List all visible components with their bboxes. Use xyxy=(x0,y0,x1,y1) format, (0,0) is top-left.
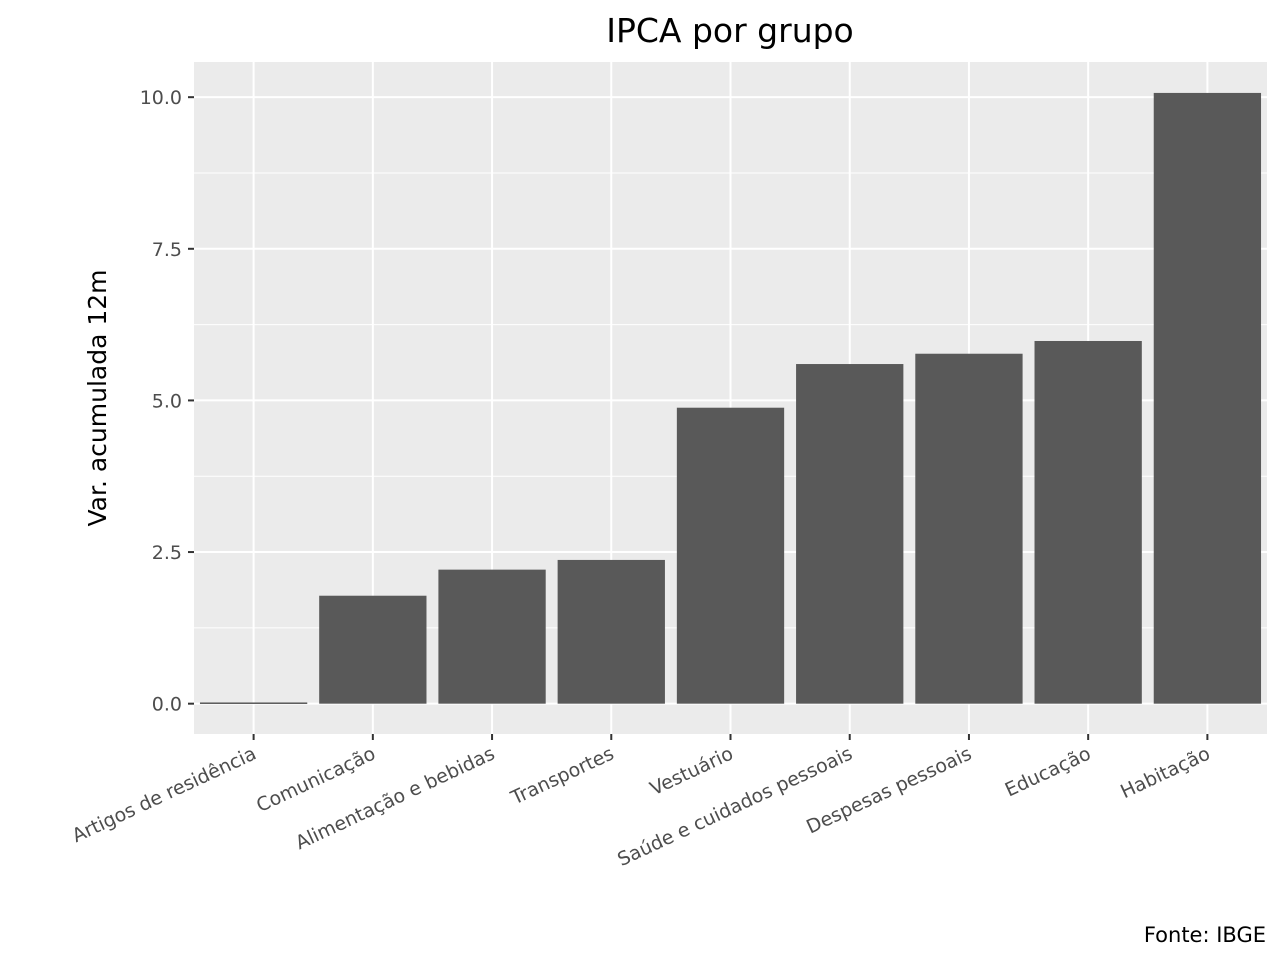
bar-4 xyxy=(676,407,785,704)
bar-8 xyxy=(1153,92,1262,704)
x-tick-label: Artigos de residência xyxy=(69,743,260,848)
y-tick-label: 10.0 xyxy=(140,87,182,109)
x-tick-label: Alimentação e bebidas xyxy=(292,743,498,855)
y-tick-label: 5.0 xyxy=(152,390,182,412)
y-tick-label: 0.0 xyxy=(152,694,182,716)
chart-title: IPCA por grupo xyxy=(606,11,854,50)
bar-0 xyxy=(199,702,308,704)
y-tick-label: 7.5 xyxy=(152,239,182,261)
x-tick-label: Educação xyxy=(1002,743,1095,802)
bar-6 xyxy=(915,353,1023,704)
x-tick-label: Transportes xyxy=(507,743,618,810)
y-axis-label: Var. acumulada 12m xyxy=(83,269,112,526)
bar-3 xyxy=(557,559,665,704)
bar-2 xyxy=(438,569,546,704)
y-tick-label: 2.5 xyxy=(152,542,182,564)
bar-7 xyxy=(1034,340,1142,704)
x-tick-label: Habitação xyxy=(1117,743,1213,804)
bar-1 xyxy=(319,595,427,704)
x-tick-label: Vestuário xyxy=(647,743,737,801)
caption: Fonte: IBGE xyxy=(1144,923,1266,947)
bar-5 xyxy=(796,364,904,704)
